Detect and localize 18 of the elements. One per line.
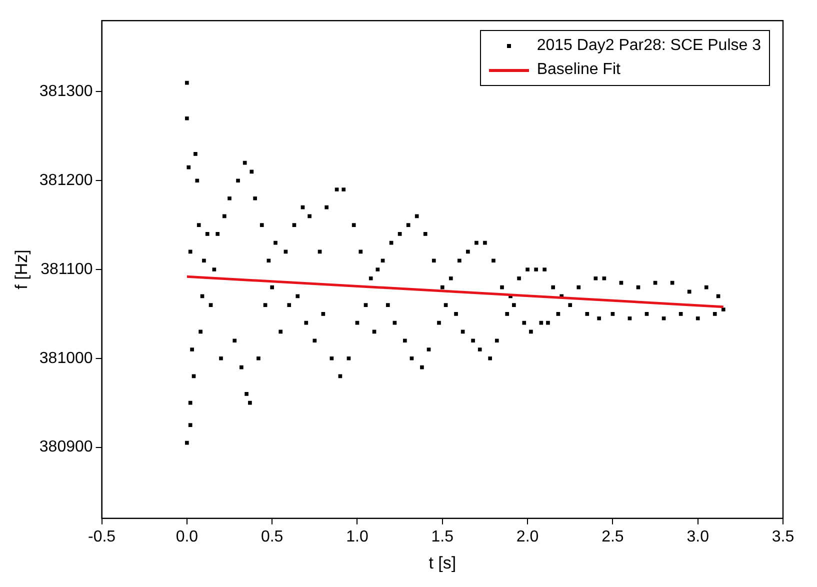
- x-tick-label: 0.5: [260, 528, 284, 546]
- x-tick-label: 0.0: [176, 528, 198, 546]
- x-tick-label: 3.0: [686, 528, 710, 546]
- y-tick-label: 381100: [40, 260, 93, 278]
- y-tick-label: 381200: [39, 172, 93, 190]
- x-axis-title: t [s]: [428, 553, 456, 572]
- y-axis-title: f [Hz]: [12, 250, 31, 290]
- x-tick-label: 3.5: [772, 528, 794, 546]
- x-tick-label: 2.0: [516, 528, 539, 546]
- legend-label: Baseline Fit: [536, 61, 620, 79]
- y-tick-label: 381000: [39, 350, 93, 367]
- x-tick-label: 2.5: [602, 528, 624, 546]
- legend-label: 2015 Day2 Par28: SCE Pulse 3: [536, 37, 761, 55]
- y-tick-label: 380900: [39, 438, 93, 456]
- x-tick-label: -0.5: [88, 528, 116, 546]
- y-tick-label: 381300: [39, 83, 93, 100]
- x-tick-label: 1.5: [431, 528, 454, 546]
- x-tick-label: 1.0: [346, 528, 368, 546]
